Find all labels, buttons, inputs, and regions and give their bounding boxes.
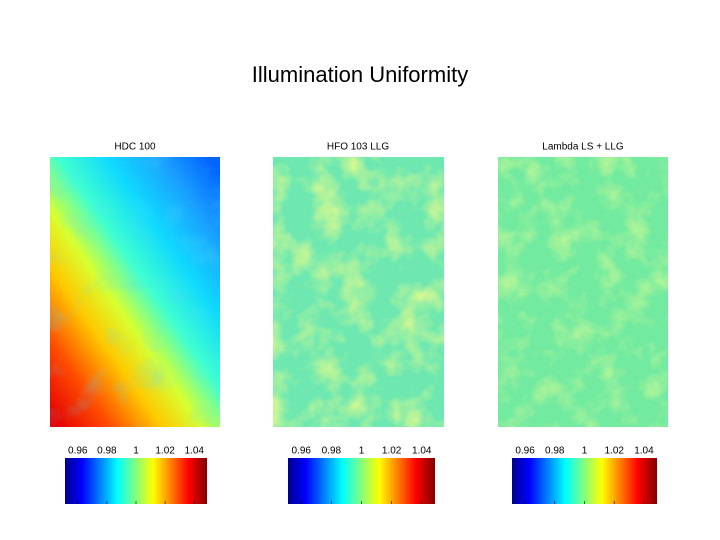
colorbar-tick-label: 1	[133, 446, 139, 457]
colorbar-tick-label: 1	[582, 446, 588, 457]
colorbar-tick-label: 0.96	[68, 446, 88, 457]
panel-title: Lambda LS + LLG	[542, 142, 624, 153]
colorbar-tick-label: 1.02	[604, 446, 624, 457]
colorbar-tick-label: 0.98	[322, 446, 342, 457]
heatmap	[50, 157, 220, 427]
colorbar-tick-label: 1.04	[634, 446, 654, 457]
colorbar-tick-label: 1.04	[184, 446, 204, 457]
colorbar-tick-label: 1.02	[155, 446, 175, 457]
colorbar-tick-label: 1.04	[412, 446, 432, 457]
colorbar	[512, 458, 657, 504]
colorbar-tick-label: 0.96	[515, 446, 535, 457]
panel-title: HDC 100	[114, 142, 156, 153]
slide-title: Illumination Uniformity	[252, 62, 468, 87]
colorbar	[65, 458, 207, 504]
colorbar-tick-label: 1	[359, 446, 365, 457]
colorbar-tick-label: 0.96	[291, 446, 311, 457]
panel-title: HFO 103 LLG	[327, 142, 389, 153]
colorbar-tick-label: 0.98	[97, 446, 117, 457]
heatmap	[273, 157, 444, 427]
colorbar-tick-label: 1.02	[382, 446, 402, 457]
colorbar-tick-label: 0.98	[545, 446, 565, 457]
colorbar	[288, 458, 435, 504]
heatmap	[498, 157, 668, 427]
